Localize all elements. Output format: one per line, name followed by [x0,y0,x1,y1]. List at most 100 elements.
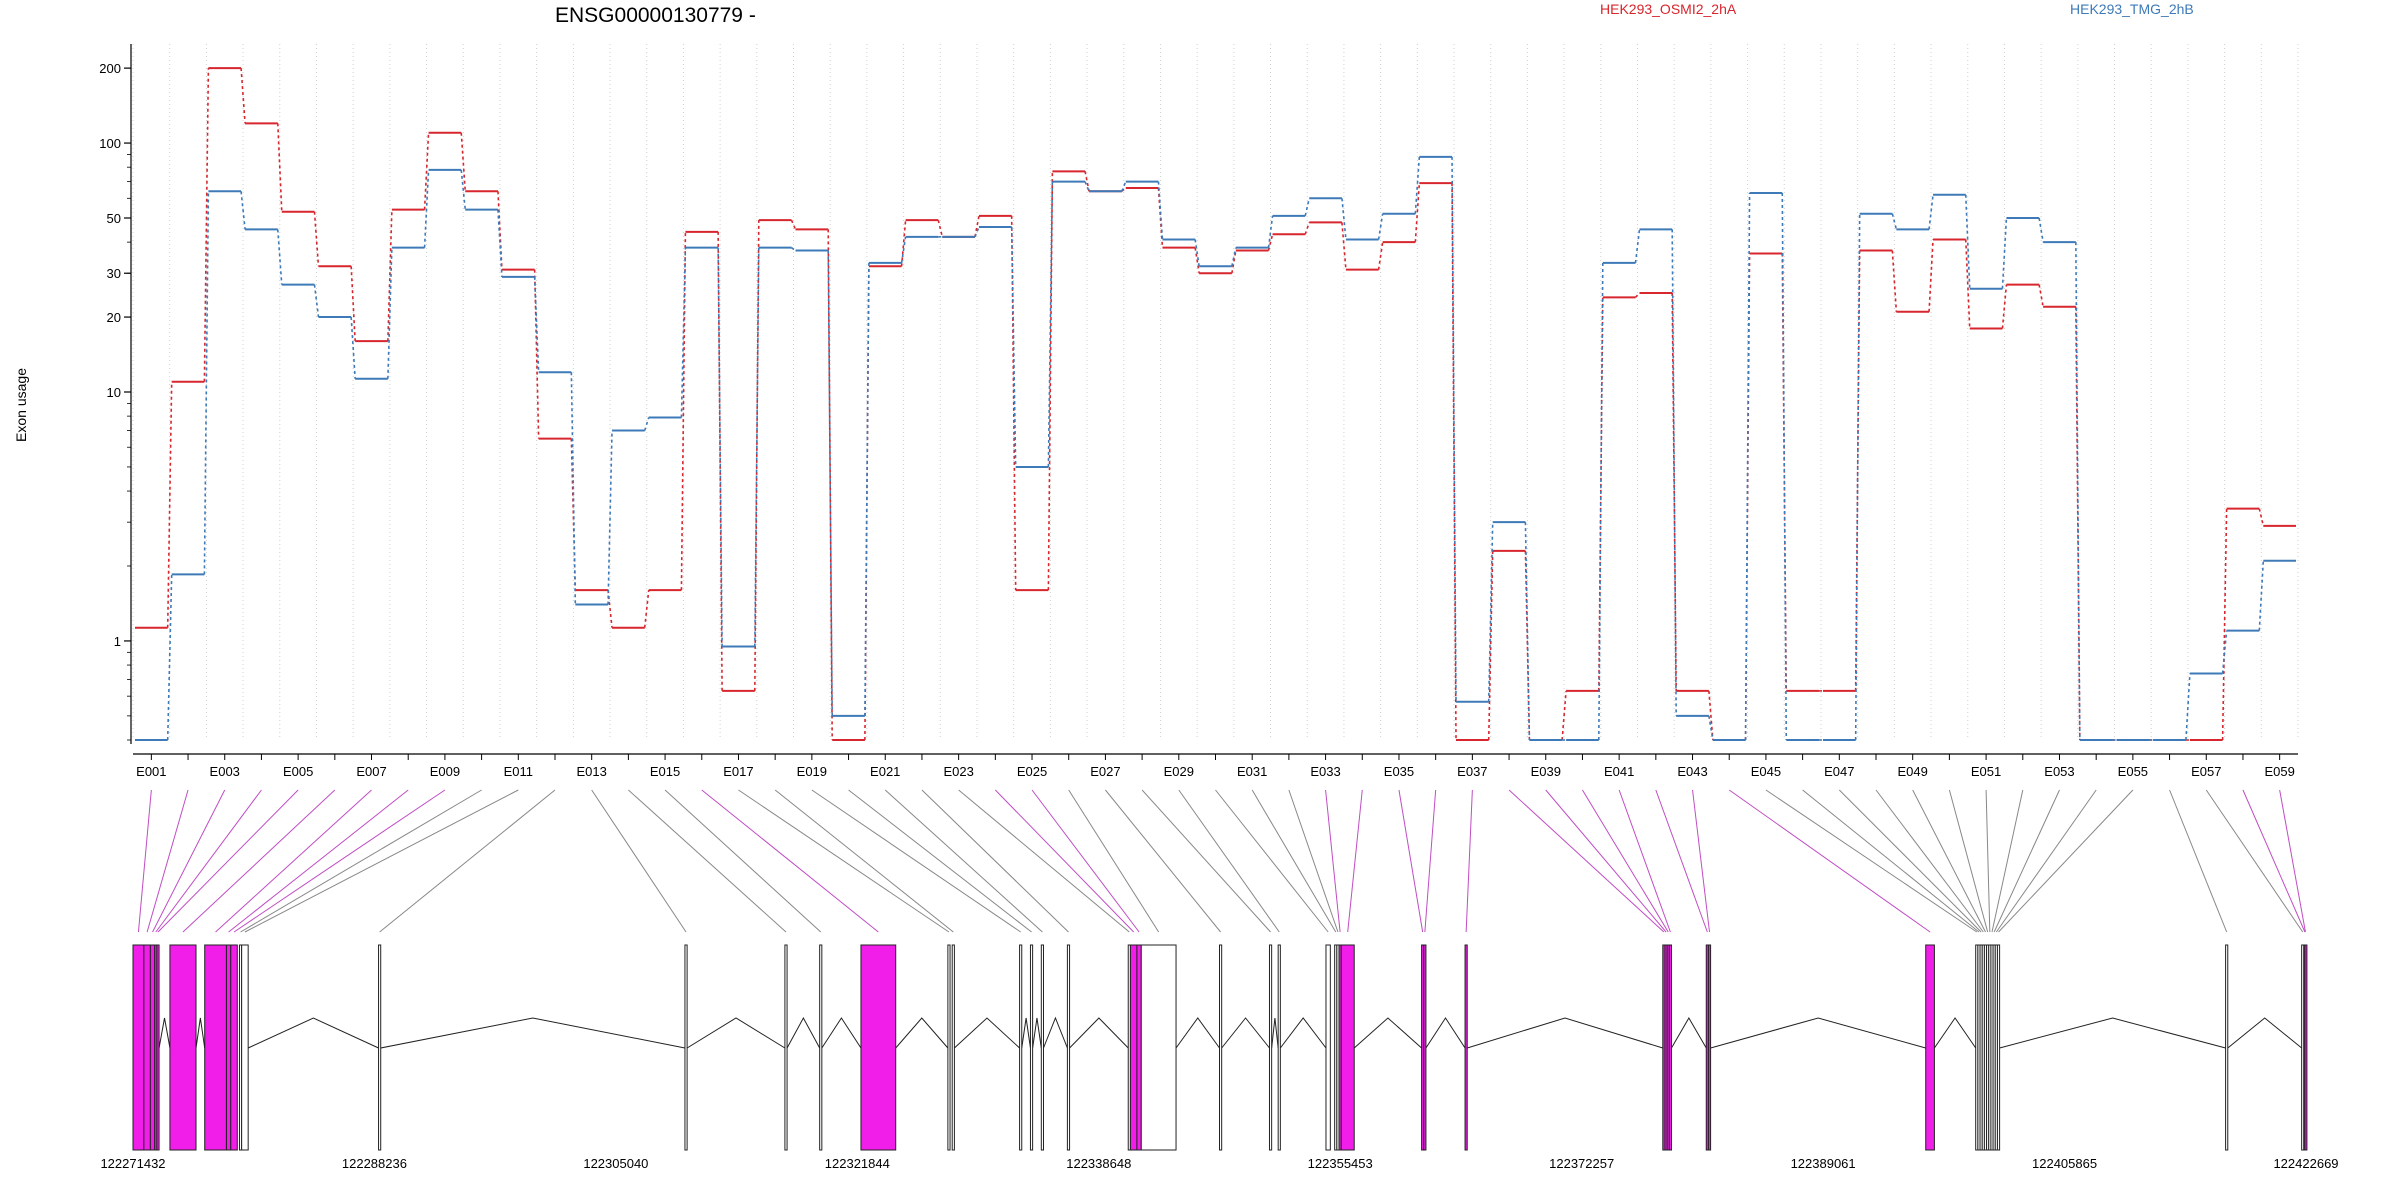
exon-connector [2169,789,2228,933]
exon-connector [1985,789,1991,933]
series-connector [1744,193,1751,741]
exon-box [241,944,249,1151]
x-tick-label: E039 [1531,764,1561,779]
x-tick-label: E053 [2044,764,2074,779]
series-connector [1341,198,1347,240]
y-tick-label: 50 [107,211,121,226]
exon-box [1219,944,1223,1151]
exon-connector [2279,789,2306,933]
exon-connector [1398,789,1424,933]
exon-box [2304,944,2308,1151]
axes: 1 10 20 30 50 100 200 E001 E003 E005 E007 E009 E011 E… [99,44,2298,779]
exon-connector [2205,789,2304,933]
series-connector [2038,217,2044,243]
series-connector [607,430,613,605]
series-connector [754,220,760,691]
series-connector [387,209,393,342]
series-connector [423,132,430,210]
x-tick-label: E003 [210,764,240,779]
exon-connector [1545,789,1667,933]
genomic-coordinate-label: 122338648 [1066,1156,1131,1171]
exon-box [819,944,823,1151]
series-connector [1267,215,1274,248]
intron-line [1425,1017,1466,1049]
series-a [135,67,2296,741]
exon-box [2225,944,2229,1151]
exon-box [1029,944,1034,1151]
exon-connector [228,789,409,933]
exon-connector [1802,789,1980,933]
exon-connector [1215,789,1329,933]
exon-connector [1948,789,1989,933]
series-connector [2075,306,2081,741]
exon-box [1423,944,1427,1151]
genomic-coordinate-label: 122389061 [1791,1156,1856,1171]
series-connector [1524,550,1531,741]
x-tick-label: E027 [1090,764,1120,779]
series-connector [2221,508,2228,741]
exon-connector [215,789,372,933]
series-connector [1708,690,1714,741]
intron-line [158,1017,171,1049]
exon-connector [2242,789,2306,933]
series-connector [423,169,430,248]
series-connector [350,266,356,342]
series-connector [1451,156,1457,702]
series-connector [2075,242,2081,741]
exon-box [1129,944,1138,1151]
series-connector [1524,522,1531,741]
intron-line [380,1017,686,1049]
exon-box [1040,944,1044,1151]
series-connector [790,219,797,230]
exon-connector [1347,789,1363,933]
series-connector [717,247,723,647]
x-tick-label: E001 [136,764,166,779]
series-layer [135,67,2296,741]
intron-line [1353,1017,1422,1049]
series-connector [1708,715,1714,741]
exon-connector [811,789,1021,933]
series-connector [1561,690,1567,741]
intron-line [954,1017,1020,1049]
exon-box [225,944,232,1151]
intron-line [895,1017,949,1049]
series-connector [2038,284,2044,307]
x-tick-label: E013 [576,764,606,779]
series-connector [497,191,503,270]
genomic-coordinate-label: 122422669 [2273,1156,2338,1171]
intron-line [1710,1017,1926,1049]
series-connector [497,209,503,277]
intron-line [1271,1017,1279,1049]
exon-connector [994,789,1135,933]
x-tick-label: E035 [1384,764,1414,779]
x-tick-label: E045 [1751,764,1781,779]
exon-connector [1765,789,1978,933]
series-connector [1891,250,1898,312]
series-connector [533,276,540,373]
series-connector [570,438,577,591]
exon-connector-lines [137,789,2306,933]
x-tick-label: E057 [2191,764,2221,779]
exon-connector [1325,789,1341,933]
series-connector [387,247,393,379]
exon-connector [1141,789,1271,933]
y-axis-label: Exon usage [13,368,29,442]
x-tick-label: E021 [870,764,900,779]
exon-box [1019,944,1023,1151]
exon-box [1268,944,1273,1151]
exon-connector [1068,789,1160,933]
series-connector [460,132,467,192]
series-connector [643,590,650,628]
exon-connector [848,789,1032,933]
x-tick-label: E009 [430,764,460,779]
exon-connector [628,789,787,933]
series-connector [313,211,320,267]
series-connector [974,215,980,237]
intron-line [821,1017,862,1049]
y-tick-label: 30 [107,266,121,281]
series-b [135,155,2296,741]
exon-box [204,944,227,1151]
intron-line [195,1017,206,1049]
series-connector [1891,213,1898,230]
series-connector [166,574,173,741]
